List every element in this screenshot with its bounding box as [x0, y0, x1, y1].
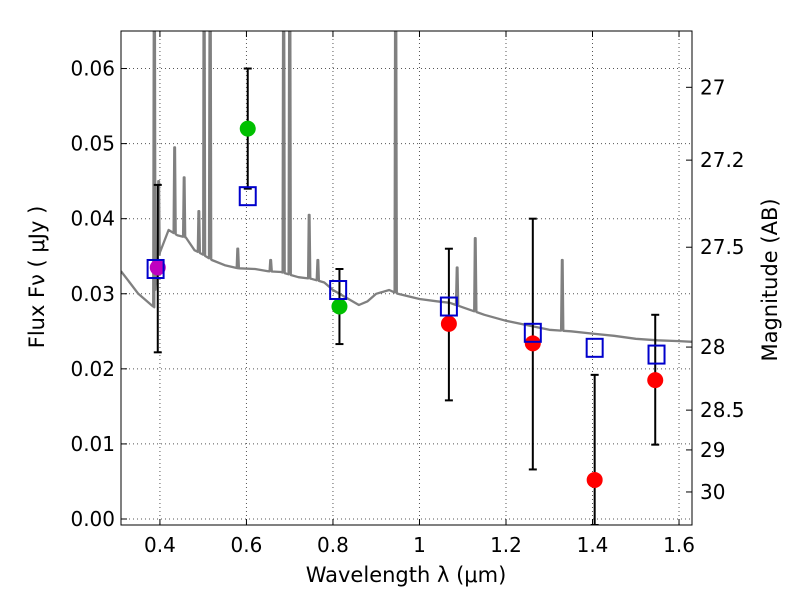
- x-tick-label: 1.2: [490, 533, 522, 557]
- x-tick-label: 0.6: [231, 533, 263, 557]
- y-tick-label: 0.01: [70, 432, 115, 456]
- y2-tick-label: 29: [700, 438, 725, 462]
- observed-point: [440, 315, 457, 332]
- axis-ticks: 0.4 0.6 0.8 1 1.2 1.4 1.6 0.00 0.01 0.02 0.03 0.04 0…: [70, 31, 745, 557]
- model-point: [439, 296, 458, 317]
- y-tick-label: 0.03: [70, 282, 115, 306]
- y2-tick-label: 28.5: [700, 398, 745, 422]
- y2-tick-label: 27: [700, 75, 725, 99]
- x-tick-label: 0.4: [144, 533, 176, 557]
- model-spectrum-line: [121, 31, 692, 343]
- y-axis-label: Flux Fν ( μJy ): [25, 206, 49, 349]
- y2-tick-label: 27.5: [700, 235, 745, 259]
- x-tick-label: 1.6: [663, 533, 695, 557]
- model-point: [238, 186, 257, 207]
- y-tick-label: 0.04: [70, 207, 115, 231]
- y2-tick-label: 30: [700, 480, 725, 504]
- y-tick-label: 0.00: [70, 507, 115, 531]
- model-point: [585, 337, 604, 358]
- x-tick-label: 1.4: [577, 533, 609, 557]
- y-tick-label: 0.02: [70, 357, 115, 381]
- y-tick-label: 0.05: [70, 132, 115, 156]
- observed-point: [331, 298, 348, 315]
- plot-background: [121, 31, 692, 525]
- observed-point: [647, 372, 664, 389]
- x-axis-label: Wavelength λ (μm): [306, 563, 507, 587]
- model-point: [146, 258, 165, 279]
- y2-axis-label: Magnitude (AB): [758, 198, 782, 361]
- observed-point: [149, 259, 166, 276]
- observed-point: [586, 471, 603, 488]
- model-point: [329, 280, 348, 301]
- model-point: [523, 322, 542, 343]
- x-tick-label: 1: [413, 533, 426, 557]
- y-tick-label: 0.06: [70, 57, 115, 81]
- x-tick-label: 0.8: [317, 533, 349, 557]
- observed-point: [524, 335, 541, 352]
- y2-tick-label: 28: [700, 335, 725, 359]
- model-point: [647, 344, 666, 365]
- plot-frame: [120, 30, 693, 526]
- observed-point: [239, 120, 256, 137]
- y2-tick-label: 27.2: [700, 148, 745, 172]
- data-marks: [146, 67, 666, 525]
